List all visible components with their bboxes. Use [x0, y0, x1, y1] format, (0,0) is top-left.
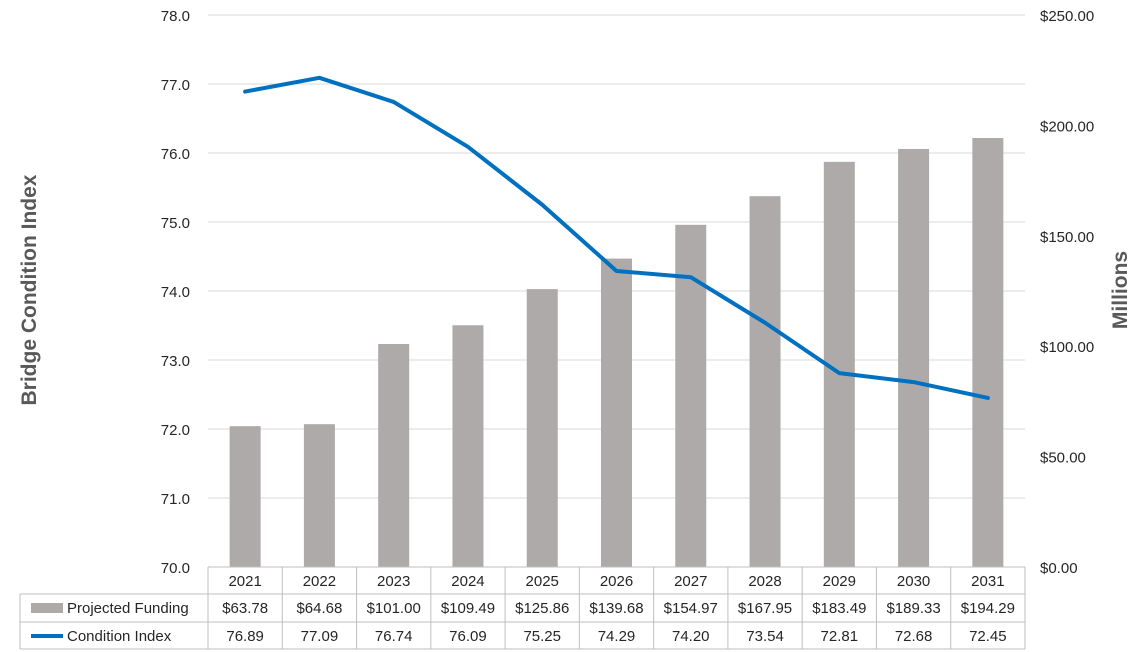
funding-data-label: $183.49: [812, 600, 866, 617]
data-table: 2021 2022 2023 2024 2025 2026 2027 2028 2029 2030…: [19, 566, 1026, 650]
condition-data-label: 73.54: [746, 628, 784, 645]
category-label: 2023: [377, 573, 410, 590]
legend-label: Projected Funding: [67, 600, 189, 617]
legend-label: Condition Index: [67, 628, 172, 645]
funding-data-label: $154.97: [664, 600, 718, 617]
condition-data-label: 72.81: [821, 628, 859, 645]
left-tick-label: 78.0: [161, 8, 190, 25]
condition-data-label: 77.09: [301, 628, 339, 645]
condition-data-label: 74.29: [598, 628, 636, 645]
condition-data-label: 72.45: [969, 628, 1007, 645]
right-axis-label: Millions: [1109, 251, 1132, 329]
right-tick-label: $250.00: [1040, 8, 1094, 25]
left-tick-label: 74.0: [161, 284, 190, 301]
left-tick-label: 71.0: [161, 491, 190, 508]
right-axis-ticks: $0.00 $50.00 $100.00 $150.00 $200.00 $250.00: [1040, 8, 1094, 577]
condition-data-label: 74.20: [672, 628, 710, 645]
right-tick-label: $0.00: [1040, 560, 1078, 577]
funding-data-label: $109.49: [441, 600, 495, 617]
funding-bar: [229, 426, 261, 567]
left-tick-label: 73.0: [161, 353, 190, 370]
category-label: 2026: [600, 573, 633, 590]
funding-data-label: $189.33: [886, 600, 940, 617]
condition-data-label: 75.25: [523, 628, 561, 645]
funding-bar: [601, 258, 632, 567]
category-label: 2028: [748, 573, 781, 590]
funding-data-label: $139.68: [589, 600, 643, 617]
funding-data-label: $64.68: [296, 600, 342, 617]
category-label: 2024: [451, 573, 484, 590]
funding-bar: [378, 343, 410, 567]
funding-bar: [972, 138, 1004, 567]
left-tick-label: 75.0: [161, 215, 190, 232]
condition-data-label: 76.74: [375, 628, 413, 645]
legend-key-bar: [31, 603, 63, 613]
right-tick-label: $200.00: [1040, 118, 1094, 135]
right-tick-label: $100.00: [1040, 339, 1094, 356]
condition-data-label: 76.89: [226, 628, 264, 645]
condition-data-label: 76.09: [449, 628, 487, 645]
funding-data-label: $125.86: [515, 600, 569, 617]
left-tick-label: 77.0: [161, 77, 190, 94]
left-axis-label: Bridge Condition Index: [18, 174, 41, 405]
funding-bar: [452, 325, 484, 567]
category-label: 2025: [526, 573, 559, 590]
funding-data-label: $63.78: [222, 600, 268, 617]
funding-data-label: $167.95: [738, 600, 792, 617]
right-tick-label: $50.00: [1040, 450, 1086, 467]
condition-data-label: 72.68: [895, 628, 933, 645]
right-tick-label: $150.00: [1040, 229, 1094, 246]
bar-series: [229, 138, 1004, 568]
funding-data-label: $194.29: [961, 600, 1015, 617]
funding-bar: [303, 424, 335, 567]
left-tick-label: 72.0: [161, 422, 190, 439]
category-label: 2021: [228, 573, 261, 590]
left-axis-ticks: 70.0 71.0 72.0 73.0 74.0 75.0 76.0 77.0 78.0: [161, 8, 190, 577]
funding-data-label: $101.00: [367, 600, 421, 617]
category-label: 2029: [823, 573, 856, 590]
category-label: 2031: [971, 573, 1004, 590]
funding-bar: [898, 148, 930, 568]
funding-bar: [526, 289, 558, 567]
left-tick-label: 70.0: [161, 560, 190, 577]
line-series: [243, 75, 990, 400]
category-label: 2027: [674, 573, 707, 590]
left-tick-label: 76.0: [161, 146, 190, 163]
category-label: 2030: [897, 573, 930, 590]
category-label: 2022: [303, 573, 336, 590]
funding-bar: [749, 196, 781, 568]
